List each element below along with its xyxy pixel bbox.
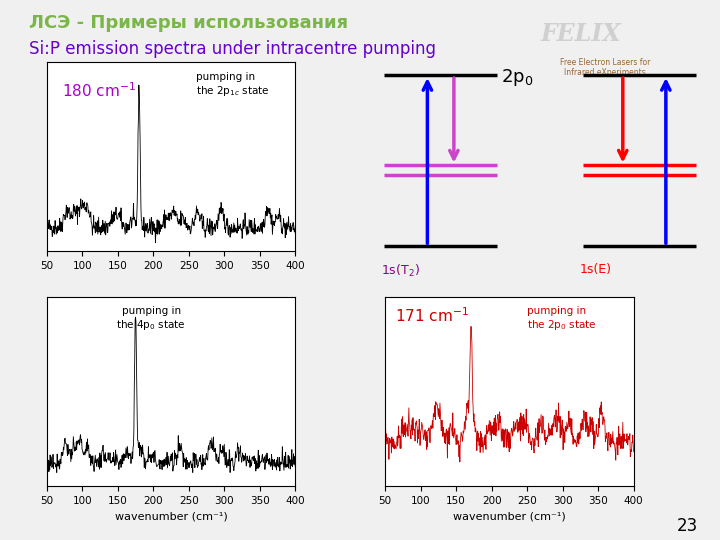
Text: pumping in
the 2p$_0$ state: pumping in the 2p$_0$ state <box>527 307 596 333</box>
Text: FELIX: FELIX <box>540 22 621 46</box>
Text: pumping in
the 2p$_{1c}$ state: pumping in the 2p$_{1c}$ state <box>196 72 269 98</box>
X-axis label: wavenumber (cm⁻¹): wavenumber (cm⁻¹) <box>114 511 228 521</box>
Text: 2p$_0$: 2p$_0$ <box>500 67 533 88</box>
Text: 1s(T$_2$): 1s(T$_2$) <box>381 263 420 279</box>
Text: Free Electron Lasers for
Infrared eXperiments: Free Electron Lasers for Infrared eXperi… <box>559 58 650 77</box>
Text: 1s(E): 1s(E) <box>580 263 612 276</box>
Text: 23: 23 <box>677 517 698 535</box>
Text: Si:P emission spectra under intracentre pumping: Si:P emission spectra under intracentre … <box>29 40 436 58</box>
X-axis label: wavenumber (cm⁻¹): wavenumber (cm⁻¹) <box>453 511 566 521</box>
Text: 171 cm$^{-1}$: 171 cm$^{-1}$ <box>395 307 469 325</box>
Text: ЛСЭ - Примеры использования: ЛСЭ - Примеры использования <box>29 14 348 31</box>
Text: pumping in
the 4p$_0$ state: pumping in the 4p$_0$ state <box>117 307 186 333</box>
Text: 180 cm$^{-1}$: 180 cm$^{-1}$ <box>62 81 135 100</box>
